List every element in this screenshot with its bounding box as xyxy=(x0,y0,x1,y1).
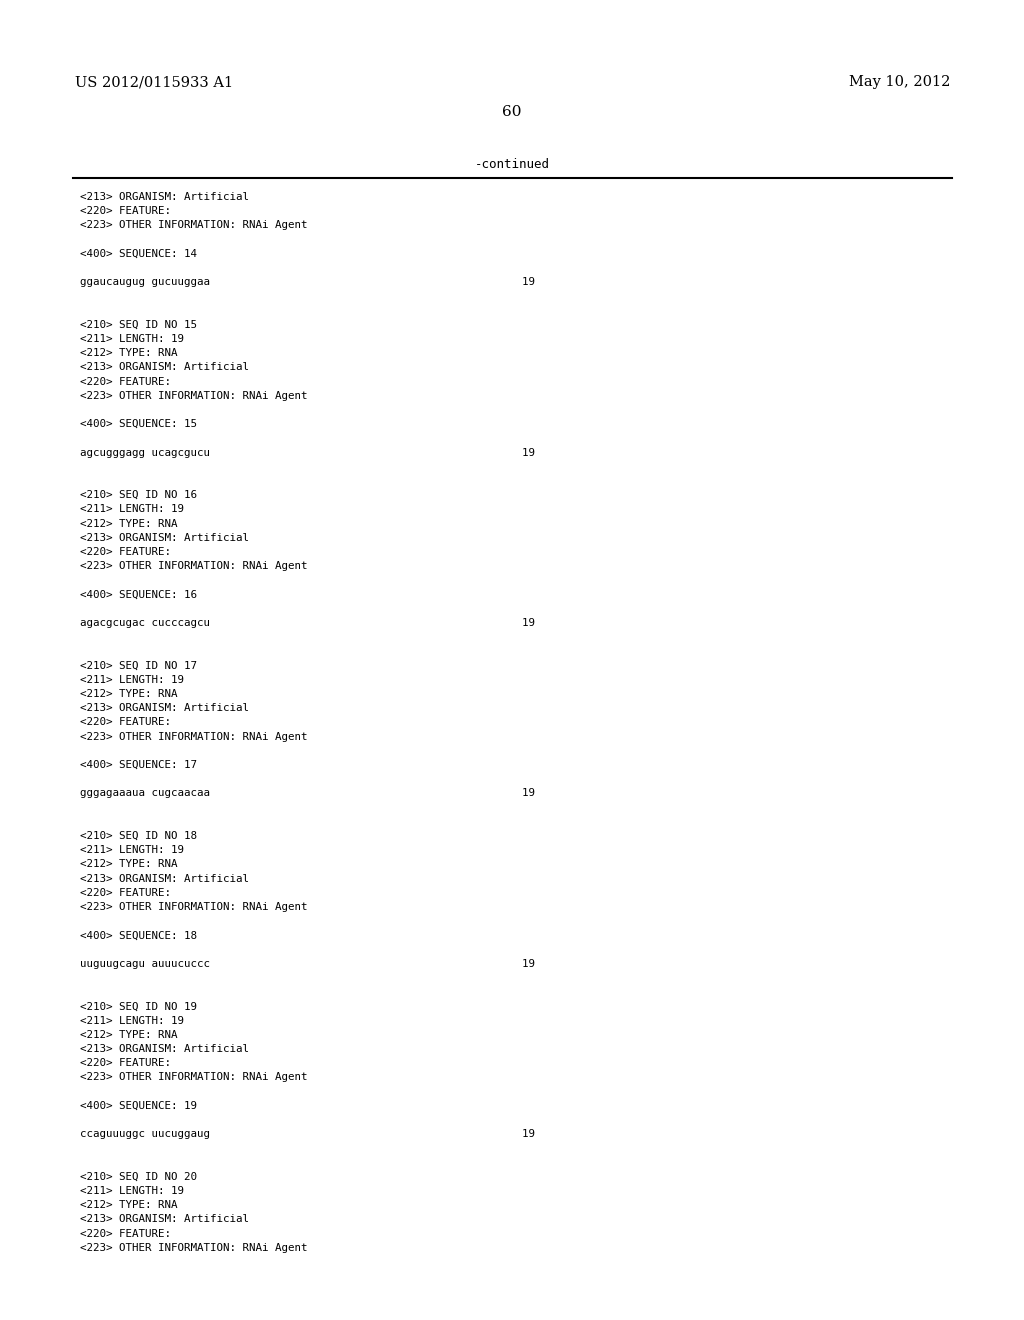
Text: <213> ORGANISM: Artificial: <213> ORGANISM: Artificial xyxy=(80,191,249,202)
Text: <223> OTHER INFORMATION: RNAi Agent: <223> OTHER INFORMATION: RNAi Agent xyxy=(80,391,307,401)
Text: <400> SEQUENCE: 17: <400> SEQUENCE: 17 xyxy=(80,760,197,770)
Text: <220> FEATURE:: <220> FEATURE: xyxy=(80,888,171,898)
Text: <223> OTHER INFORMATION: RNAi Agent: <223> OTHER INFORMATION: RNAi Agent xyxy=(80,902,307,912)
Text: <220> FEATURE:: <220> FEATURE: xyxy=(80,546,171,557)
Text: <400> SEQUENCE: 19: <400> SEQUENCE: 19 xyxy=(80,1101,197,1111)
Text: <212> TYPE: RNA: <212> TYPE: RNA xyxy=(80,348,177,358)
Text: <211> LENGTH: 19: <211> LENGTH: 19 xyxy=(80,675,184,685)
Text: <211> LENGTH: 19: <211> LENGTH: 19 xyxy=(80,1185,184,1196)
Text: <211> LENGTH: 19: <211> LENGTH: 19 xyxy=(80,845,184,855)
Text: <210> SEQ ID NO 18: <210> SEQ ID NO 18 xyxy=(80,832,197,841)
Text: <220> FEATURE:: <220> FEATURE: xyxy=(80,376,171,387)
Text: -continued: -continued xyxy=(474,158,550,172)
Text: <210> SEQ ID NO 16: <210> SEQ ID NO 16 xyxy=(80,490,197,500)
Text: <213> ORGANISM: Artificial: <213> ORGANISM: Artificial xyxy=(80,704,249,713)
Text: <212> TYPE: RNA: <212> TYPE: RNA xyxy=(80,859,177,870)
Text: <210> SEQ ID NO 19: <210> SEQ ID NO 19 xyxy=(80,1002,197,1011)
Text: 60: 60 xyxy=(502,106,522,119)
Text: <211> LENGTH: 19: <211> LENGTH: 19 xyxy=(80,334,184,345)
Text: <213> ORGANISM: Artificial: <213> ORGANISM: Artificial xyxy=(80,533,249,543)
Text: <223> OTHER INFORMATION: RNAi Agent: <223> OTHER INFORMATION: RNAi Agent xyxy=(80,1072,307,1082)
Text: <210> SEQ ID NO 17: <210> SEQ ID NO 17 xyxy=(80,660,197,671)
Text: <223> OTHER INFORMATION: RNAi Agent: <223> OTHER INFORMATION: RNAi Agent xyxy=(80,220,307,231)
Text: <210> SEQ ID NO 15: <210> SEQ ID NO 15 xyxy=(80,319,197,330)
Text: <213> ORGANISM: Artificial: <213> ORGANISM: Artificial xyxy=(80,1214,249,1225)
Text: <212> TYPE: RNA: <212> TYPE: RNA xyxy=(80,1200,177,1210)
Text: <400> SEQUENCE: 16: <400> SEQUENCE: 16 xyxy=(80,590,197,599)
Text: <213> ORGANISM: Artificial: <213> ORGANISM: Artificial xyxy=(80,1044,249,1053)
Text: <223> OTHER INFORMATION: RNAi Agent: <223> OTHER INFORMATION: RNAi Agent xyxy=(80,561,307,572)
Text: <220> FEATURE:: <220> FEATURE: xyxy=(80,1229,171,1238)
Text: <211> LENGTH: 19: <211> LENGTH: 19 xyxy=(80,504,184,515)
Text: <211> LENGTH: 19: <211> LENGTH: 19 xyxy=(80,1015,184,1026)
Text: agcugggagg ucagcgucu                                                19: agcugggagg ucagcgucu 19 xyxy=(80,447,535,458)
Text: <220> FEATURE:: <220> FEATURE: xyxy=(80,1059,171,1068)
Text: <400> SEQUENCE: 15: <400> SEQUENCE: 15 xyxy=(80,420,197,429)
Text: <400> SEQUENCE: 18: <400> SEQUENCE: 18 xyxy=(80,931,197,940)
Text: ggaucaugug gucuuggaa                                                19: ggaucaugug gucuuggaa 19 xyxy=(80,277,535,288)
Text: US 2012/0115933 A1: US 2012/0115933 A1 xyxy=(75,75,233,88)
Text: <223> OTHER INFORMATION: RNAi Agent: <223> OTHER INFORMATION: RNAi Agent xyxy=(80,731,307,742)
Text: agacgcugac cucccagcu                                                19: agacgcugac cucccagcu 19 xyxy=(80,618,535,628)
Text: <220> FEATURE:: <220> FEATURE: xyxy=(80,206,171,216)
Text: <212> TYPE: RNA: <212> TYPE: RNA xyxy=(80,519,177,528)
Text: gggagaaaua cugcaacaa                                                19: gggagaaaua cugcaacaa 19 xyxy=(80,788,535,799)
Text: <212> TYPE: RNA: <212> TYPE: RNA xyxy=(80,689,177,700)
Text: <223> OTHER INFORMATION: RNAi Agent: <223> OTHER INFORMATION: RNAi Agent xyxy=(80,1243,307,1253)
Text: <400> SEQUENCE: 14: <400> SEQUENCE: 14 xyxy=(80,248,197,259)
Text: <220> FEATURE:: <220> FEATURE: xyxy=(80,717,171,727)
Text: ccaguuuggc uucuggaug                                                19: ccaguuuggc uucuggaug 19 xyxy=(80,1129,535,1139)
Text: <213> ORGANISM: Artificial: <213> ORGANISM: Artificial xyxy=(80,874,249,883)
Text: <210> SEQ ID NO 20: <210> SEQ ID NO 20 xyxy=(80,1172,197,1181)
Text: <212> TYPE: RNA: <212> TYPE: RNA xyxy=(80,1030,177,1040)
Text: <213> ORGANISM: Artificial: <213> ORGANISM: Artificial xyxy=(80,363,249,372)
Text: uuguugcagu auuucuccc                                                19: uuguugcagu auuucuccc 19 xyxy=(80,958,535,969)
Text: May 10, 2012: May 10, 2012 xyxy=(849,75,950,88)
